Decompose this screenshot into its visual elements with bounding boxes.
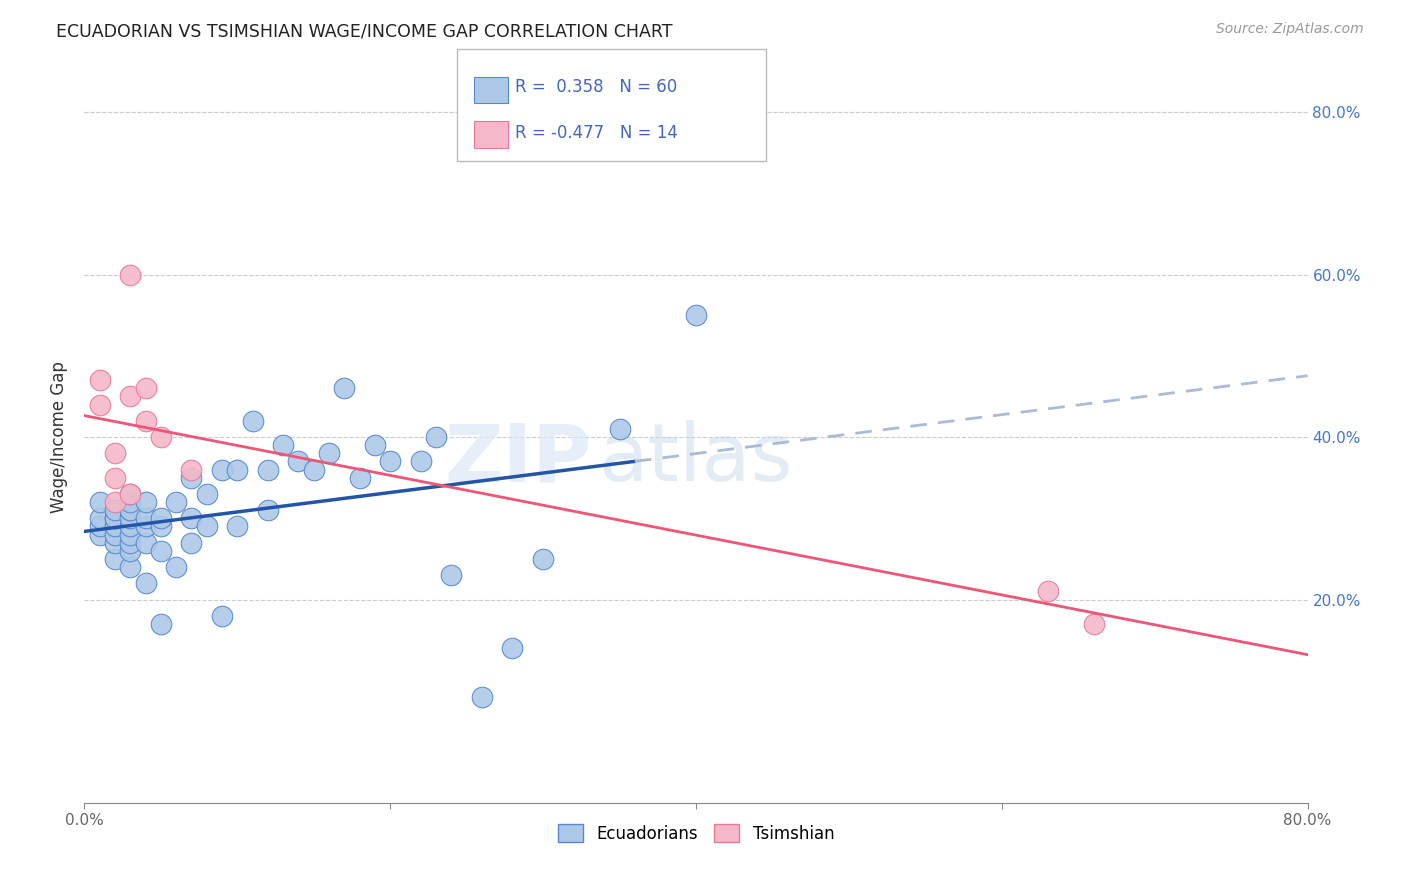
Point <box>149 430 172 444</box>
Point <box>149 519 172 533</box>
Point <box>180 511 202 525</box>
Point <box>287 454 309 468</box>
Point <box>135 495 157 509</box>
Point <box>89 519 111 533</box>
Point <box>120 527 142 541</box>
Point <box>531 552 554 566</box>
Point <box>120 519 142 533</box>
Point <box>257 462 280 476</box>
Text: ECUADORIAN VS TSIMSHIAN WAGE/INCOME GAP CORRELATION CHART: ECUADORIAN VS TSIMSHIAN WAGE/INCOME GAP … <box>56 22 672 40</box>
Point <box>180 471 202 485</box>
Point <box>120 487 142 501</box>
Point <box>104 503 127 517</box>
Point <box>440 568 463 582</box>
Point <box>195 487 218 501</box>
Point <box>242 414 264 428</box>
Point <box>165 495 187 509</box>
Point <box>165 560 187 574</box>
Point <box>104 519 127 533</box>
Text: Source: ZipAtlas.com: Source: ZipAtlas.com <box>1216 22 1364 37</box>
Point <box>104 535 127 549</box>
Text: R =  0.358   N = 60: R = 0.358 N = 60 <box>515 78 676 96</box>
Point <box>364 438 387 452</box>
Point <box>89 373 111 387</box>
Point <box>120 268 142 282</box>
Point <box>104 511 127 525</box>
Point <box>211 608 233 623</box>
Point <box>135 576 157 591</box>
Point <box>180 462 202 476</box>
Point <box>502 641 524 656</box>
Point <box>257 503 280 517</box>
Point <box>120 503 142 517</box>
Point <box>1036 584 1059 599</box>
Text: ZIP: ZIP <box>444 420 592 498</box>
Point <box>135 535 157 549</box>
Point <box>609 422 631 436</box>
Point <box>333 381 356 395</box>
Point <box>135 381 157 395</box>
Point <box>685 308 707 322</box>
Point <box>135 414 157 428</box>
Point <box>149 617 172 632</box>
Point <box>349 471 371 485</box>
Point <box>89 511 111 525</box>
Point <box>89 495 111 509</box>
Text: atlas: atlas <box>598 420 793 498</box>
Point <box>425 430 447 444</box>
Point <box>226 519 249 533</box>
Point <box>120 535 142 549</box>
Point <box>89 398 111 412</box>
Point <box>104 471 127 485</box>
Point <box>135 519 157 533</box>
Point <box>302 462 325 476</box>
Point <box>120 511 142 525</box>
Point <box>195 519 218 533</box>
Point <box>318 446 340 460</box>
Point <box>180 535 202 549</box>
Point <box>104 511 127 525</box>
Point <box>104 446 127 460</box>
Point <box>120 560 142 574</box>
Point <box>271 438 294 452</box>
Point <box>120 503 142 517</box>
Point <box>120 495 142 509</box>
Point <box>120 389 142 403</box>
Point <box>104 527 127 541</box>
Point <box>211 462 233 476</box>
Point <box>89 527 111 541</box>
Point <box>120 487 142 501</box>
Point <box>104 495 127 509</box>
Y-axis label: Wage/Income Gap: Wage/Income Gap <box>51 361 69 513</box>
Point <box>471 690 494 705</box>
Point <box>1083 617 1105 632</box>
Point <box>149 511 172 525</box>
Point <box>409 454 432 468</box>
Text: R = -0.477   N = 14: R = -0.477 N = 14 <box>515 124 678 142</box>
Point <box>135 511 157 525</box>
Point <box>120 544 142 558</box>
Point <box>149 544 172 558</box>
Point <box>104 552 127 566</box>
Point <box>380 454 402 468</box>
Point <box>226 462 249 476</box>
Legend: Ecuadorians, Tsimshian: Ecuadorians, Tsimshian <box>551 818 841 849</box>
